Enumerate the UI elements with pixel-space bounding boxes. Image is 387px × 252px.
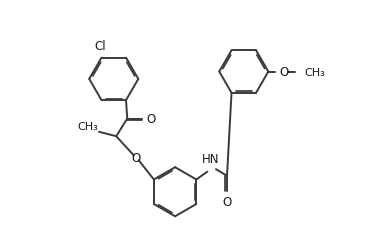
Text: O: O <box>223 195 232 208</box>
Text: HN: HN <box>202 153 220 166</box>
Text: Cl: Cl <box>94 40 106 53</box>
Text: CH₃: CH₃ <box>304 67 325 77</box>
Text: O: O <box>280 66 289 79</box>
Text: O: O <box>132 152 141 165</box>
Text: CH₃: CH₃ <box>77 121 98 131</box>
Text: O: O <box>146 113 156 125</box>
